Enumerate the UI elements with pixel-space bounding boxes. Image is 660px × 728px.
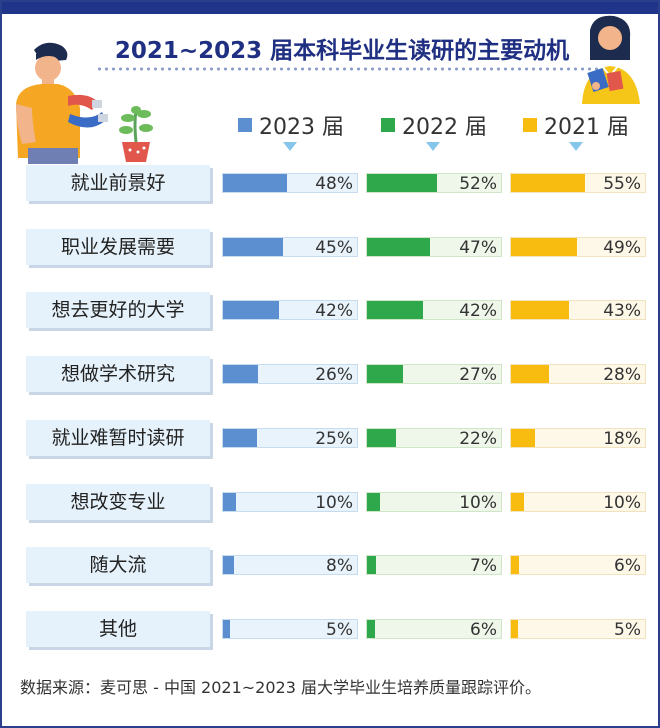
- bar: [367, 301, 424, 319]
- bar-value-label: 52%: [459, 174, 497, 194]
- bar: [367, 620, 376, 638]
- legend-label-2021: 2021 届: [544, 115, 629, 140]
- bar-track: 45%: [222, 237, 358, 258]
- legend-label-2023: 2023 届: [259, 115, 344, 140]
- category-label: 其他: [26, 611, 210, 647]
- bar-value-label: 7%: [470, 556, 497, 576]
- bar-value-label: 6%: [470, 620, 497, 640]
- bar: [223, 238, 284, 256]
- bar-track: 10%: [510, 492, 646, 513]
- category-label: 想做学术研究: [26, 356, 210, 392]
- bar-value-label: 27%: [459, 365, 497, 385]
- legend-item-2023: 2023 届: [238, 110, 344, 140]
- bar-track: 49%: [510, 237, 646, 258]
- bar-value-label: 22%: [459, 429, 497, 449]
- bar-track: 6%: [510, 555, 646, 576]
- category-label: 想改变专业: [26, 484, 210, 520]
- bar: [223, 429, 257, 447]
- bar: [511, 556, 520, 574]
- bar-track: 8%: [222, 555, 358, 576]
- bar: [511, 174, 585, 192]
- bar-value-label: 10%: [603, 493, 641, 513]
- bar-track: 48%: [222, 173, 358, 194]
- legend-label-2022: 2022 届: [402, 115, 487, 140]
- bar: [367, 556, 377, 574]
- legend-swatch-2022: [381, 118, 395, 132]
- legend-pointer-2022: [426, 142, 440, 151]
- student-with-magnet-illustration: [16, 42, 108, 164]
- bar-track: 28%: [510, 364, 646, 385]
- legend-pointer-2023: [283, 142, 297, 151]
- bar-track: 55%: [510, 173, 646, 194]
- legend-item-2022: 2022 届: [381, 110, 487, 140]
- bar-value-label: 10%: [459, 493, 497, 513]
- bar-value-label: 47%: [459, 238, 497, 258]
- bar-value-label: 55%: [603, 174, 641, 194]
- legend-item-2021: 2021 届: [523, 110, 629, 140]
- bar: [367, 429, 397, 447]
- bar-value-label: 10%: [315, 493, 353, 513]
- bar: [367, 493, 381, 511]
- bar-value-label: 18%: [603, 429, 641, 449]
- bar-value-label: 8%: [326, 556, 353, 576]
- legend-swatch-2023: [238, 118, 252, 132]
- bar-value-label: 25%: [315, 429, 353, 449]
- bar-value-label: 43%: [603, 301, 641, 321]
- category-label: 就业前景好: [26, 165, 210, 201]
- legend-pointer-2021: [569, 142, 583, 151]
- bar: [367, 238, 430, 256]
- student-with-books-illustration: [582, 15, 640, 104]
- bar-track: 47%: [366, 237, 502, 258]
- category-label: 随大流: [26, 547, 210, 583]
- bar-value-label: 5%: [326, 620, 353, 640]
- bar-value-label: 5%: [614, 620, 641, 640]
- bar-value-label: 45%: [315, 238, 353, 258]
- bar-track: 27%: [366, 364, 502, 385]
- bar-track: 42%: [366, 300, 502, 321]
- chart-title: 2021~2023 届本科毕业生读研的主要动机: [114, 38, 570, 64]
- bar-track: 10%: [222, 492, 358, 513]
- bar-track: 43%: [510, 300, 646, 321]
- bar-value-label: 42%: [315, 301, 353, 321]
- bar-track: 26%: [222, 364, 358, 385]
- bar-track: 22%: [366, 428, 502, 449]
- bar-value-label: 48%: [315, 174, 353, 194]
- bar: [223, 493, 237, 511]
- bar: [223, 365, 258, 383]
- potted-plant-illustration: [119, 106, 153, 162]
- bar-value-label: 26%: [315, 365, 353, 385]
- dotted-divider: [96, 66, 600, 72]
- category-label: 就业难暂时读研: [26, 420, 210, 456]
- legend-swatch-2021: [523, 118, 537, 132]
- bar-value-label: 28%: [603, 365, 641, 385]
- bar-track: 7%: [366, 555, 502, 576]
- category-label: 想去更好的大学: [26, 292, 210, 328]
- bar: [367, 174, 437, 192]
- bar-track: 52%: [366, 173, 502, 194]
- bar: [511, 429, 536, 447]
- bar: [367, 365, 404, 383]
- bar-track: 10%: [366, 492, 502, 513]
- bar-track: 42%: [222, 300, 358, 321]
- category-label: 职业发展需要: [26, 229, 210, 265]
- bar-value-label: 49%: [603, 238, 641, 258]
- bar: [223, 556, 234, 574]
- bar: [223, 620, 230, 638]
- bar-track: 5%: [510, 619, 646, 640]
- bar: [511, 620, 518, 638]
- bar-track: 6%: [366, 619, 502, 640]
- bar: [511, 301, 569, 319]
- bar-value-label: 42%: [459, 301, 497, 321]
- bar-value-label: 6%: [614, 556, 641, 576]
- bar-track: 5%: [222, 619, 358, 640]
- top-bar: [2, 2, 658, 14]
- source-note: 数据来源：麦可思 - 中国 2021~2023 届大学毕业生培养质量跟踪评价。: [20, 678, 541, 697]
- bar: [511, 493, 525, 511]
- bar-track: 25%: [222, 428, 358, 449]
- bar: [511, 365, 549, 383]
- bar-track: 18%: [510, 428, 646, 449]
- bar: [511, 238, 577, 256]
- bar: [223, 301, 280, 319]
- bar: [223, 174, 288, 192]
